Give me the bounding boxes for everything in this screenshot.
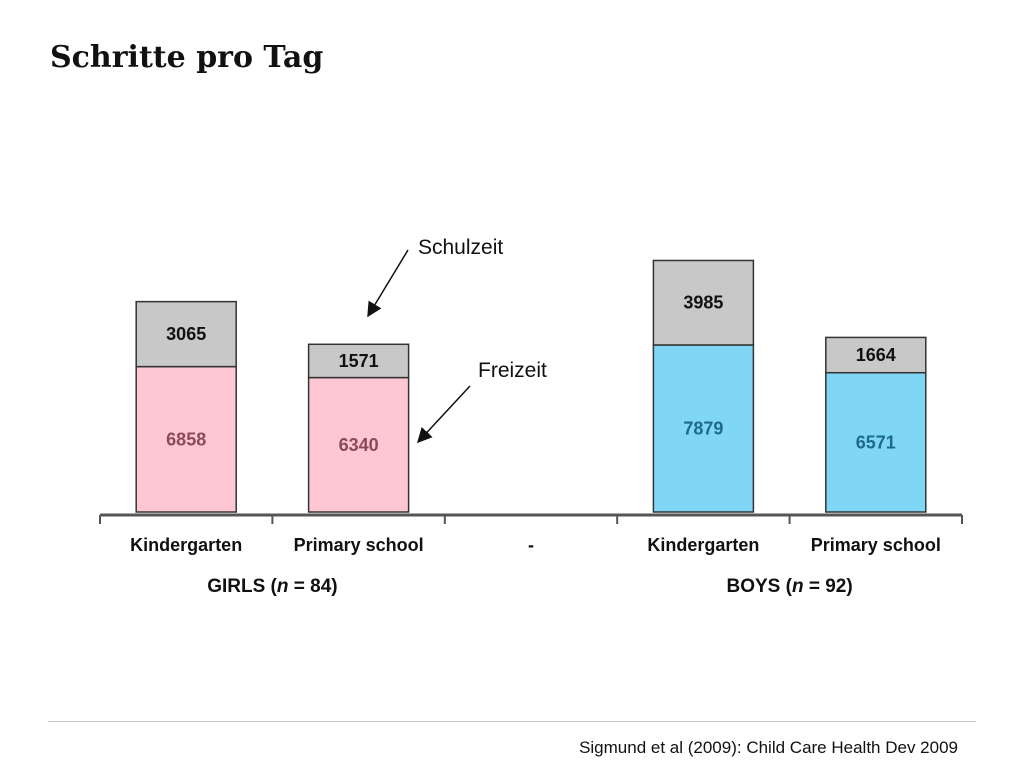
bar-label-schulzeit-0: 3065 <box>166 324 206 344</box>
citation: Sigmund et al (2009): Child Care Health … <box>579 738 958 757</box>
bar-label-schulzeit-4: 1664 <box>856 345 896 365</box>
bar-schulzeit-3 <box>652 259 755 346</box>
x-tick-label-4: Primary school <box>811 535 941 555</box>
x-tick-label-3: Kindergarten <box>647 535 759 555</box>
bar-label-schulzeit-1: 1571 <box>339 351 379 371</box>
group-label-0: GIRLS (n = 84) <box>207 576 337 597</box>
bar-freizeit-4 <box>825 371 927 513</box>
bar-freizeit-0 <box>135 365 237 513</box>
arrow-schulzeit <box>367 249 409 318</box>
bar-schulzeit-1 <box>307 343 410 379</box>
bar-label-schulzeit-3: 3985 <box>683 293 723 313</box>
annotation-schulzeit: Schulzeit <box>418 236 503 259</box>
stacked-bar-chart: 6858 3065 Kindergarten 6340 1571 Primary scho… <box>99 236 963 597</box>
x-tick-label-0: Kindergarten <box>130 535 242 555</box>
bar-label-freizeit-0: 6858 <box>166 429 206 449</box>
bar-schulzeit-4 <box>825 336 927 374</box>
bar-freizeit-3 <box>652 344 755 513</box>
bar-label-freizeit-1: 6340 <box>339 435 379 455</box>
footer-divider <box>48 721 976 722</box>
slide-title: Schritte pro Tag <box>50 40 324 75</box>
x-tick-label-1: Primary school <box>294 535 424 555</box>
group-label-1: BOYS (n = 92) <box>727 576 853 597</box>
arrow-freizeit <box>416 385 471 444</box>
annotation-freizeit: Freizeit <box>478 359 547 382</box>
bar-freizeit-1 <box>307 376 410 513</box>
x-tick-label-2: - <box>528 535 534 555</box>
bar-label-freizeit-4: 6571 <box>856 432 896 452</box>
bar-label-freizeit-3: 7879 <box>683 418 723 438</box>
bar-schulzeit-0 <box>135 300 237 368</box>
